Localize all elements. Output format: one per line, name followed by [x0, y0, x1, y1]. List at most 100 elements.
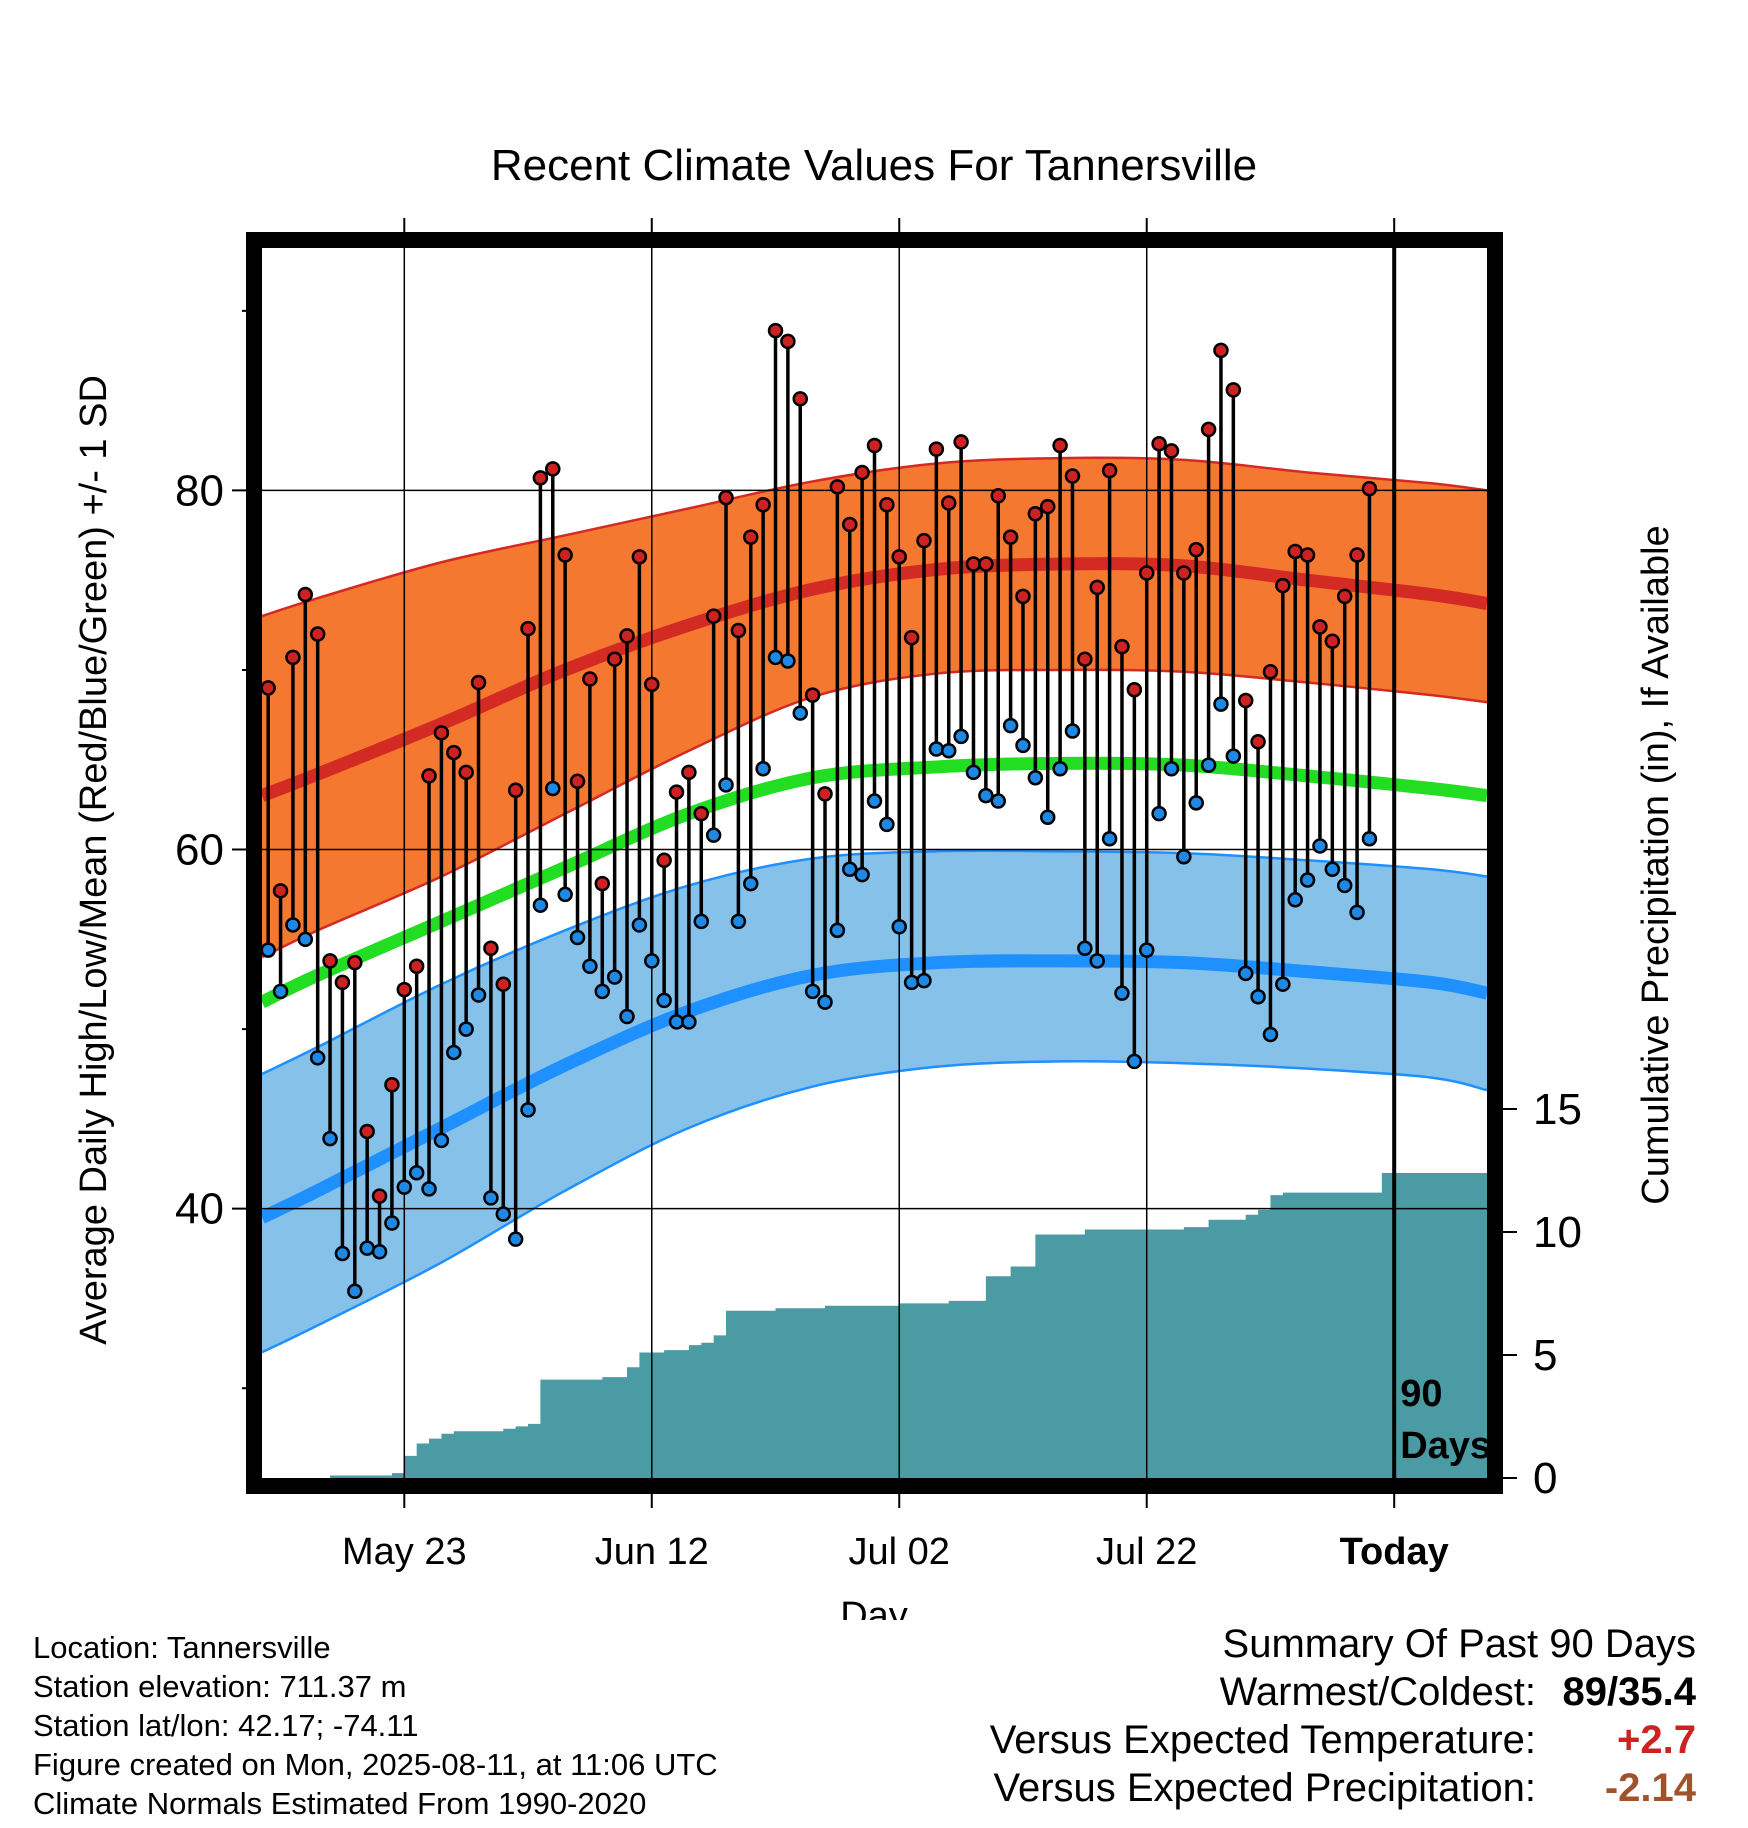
daily-high-point [718, 489, 734, 506]
daily-low-point [631, 917, 648, 933]
daily-low-point [334, 1245, 351, 1262]
daily-low-point [1262, 1026, 1279, 1043]
daily-high-point [1262, 664, 1279, 680]
daily-low-point [705, 827, 722, 843]
plot-layers: 90 Days [262, 248, 1491, 1478]
daily-low-point [532, 897, 549, 913]
daily-low-point [755, 760, 771, 777]
daily-low-point [792, 705, 809, 721]
plot-area: 90 Days [262, 248, 1491, 1478]
daily-low-point [817, 994, 833, 1010]
daily-high-point [532, 470, 549, 486]
daily-high-point [520, 620, 536, 637]
daily-low-point [569, 929, 586, 946]
daily-low-point [1237, 965, 1254, 982]
daily-high-point [483, 940, 499, 957]
daily-low-point [520, 1102, 536, 1118]
daily-high-point [619, 628, 635, 644]
daily-low-point [866, 793, 883, 809]
daily-high-point [1126, 681, 1143, 698]
daily-low-point [347, 1283, 363, 1300]
daily-high-point [656, 852, 672, 869]
daily-low-point [1250, 989, 1266, 1005]
daily-low-point [1077, 940, 1093, 957]
summary-warmest-row: Warmest/Coldest: 89/35.4 [990, 1668, 1696, 1716]
daily-low-point [606, 969, 623, 985]
x-tick-label: Jun 12 [595, 1531, 709, 1573]
daily-low-point [743, 875, 759, 892]
daily-high-point [743, 529, 759, 545]
daily-high-point [384, 1077, 400, 1093]
daily-high-point [582, 671, 598, 687]
daily-low-point [1336, 877, 1353, 894]
y-right-tick-label: 0 [1533, 1454, 1557, 1503]
daily-high-point [879, 497, 895, 513]
climate-chart: Recent Climate Values For Tannersville 9… [73, 141, 1677, 1620]
daily-high-point [594, 875, 611, 892]
y-axis-right-label: Cumulative Precipitation (in), If Availa… [1635, 525, 1677, 1204]
daily-low-point [990, 793, 1006, 809]
daily-high-point [1163, 443, 1180, 459]
daily-high-point [1324, 633, 1341, 649]
daily-high-point [1002, 529, 1019, 545]
precip-departure-value: -2.14 [1604, 1766, 1696, 1810]
daily-low-point [1027, 769, 1044, 786]
daily-low-point [396, 1179, 413, 1195]
daily-low-point [804, 983, 821, 1000]
daily-low-point [297, 931, 314, 948]
daily-high-point [446, 744, 462, 761]
daily-high-point [334, 974, 351, 991]
daily-high-point [1052, 437, 1068, 454]
daily-high-point [1188, 541, 1204, 558]
daily-low-point [594, 983, 611, 1000]
daily-high-point [1349, 547, 1365, 563]
daily-high-point [433, 725, 450, 741]
precip-departure-label: Versus Expected Precipitation: [993, 1766, 1536, 1810]
daily-high-point [285, 649, 301, 666]
daily-low-point [619, 1008, 635, 1025]
daily-high-point [1077, 651, 1093, 667]
x-axis-label: Day [840, 1595, 908, 1620]
y-left-tick-label: 60 [175, 826, 224, 875]
daily-low-point [1039, 809, 1056, 825]
daily-high-point [1176, 565, 1192, 581]
daily-high-point [916, 532, 932, 549]
daily-low-point [1188, 795, 1204, 811]
daily-low-point [1200, 757, 1217, 773]
daily-high-point [854, 464, 870, 481]
daily-high-point [1237, 692, 1254, 709]
daily-high-point [309, 626, 326, 642]
y-right-tick-label: 5 [1533, 1331, 1557, 1380]
daily-high-point [1275, 577, 1291, 594]
daily-low-point [483, 1190, 499, 1206]
x-tick-label: Jul 22 [1096, 1531, 1197, 1573]
plot-frame [246, 232, 1503, 1494]
daily-low-point [1002, 717, 1019, 734]
daily-high-point [953, 434, 969, 450]
daily-low-point [408, 1164, 425, 1181]
daily-high-point [730, 622, 747, 639]
summary-title-text: Summary Of Past 90 Days [1222, 1622, 1696, 1666]
today-marker-label-days-count: 90 [1400, 1373, 1442, 1415]
daily-low-point [644, 953, 660, 969]
daily-low-point [780, 653, 796, 669]
daily-high-point [903, 629, 920, 646]
daily-high-point [767, 322, 784, 339]
daily-high-point [1312, 619, 1328, 635]
today-marker-label-days-word: Days [1400, 1425, 1491, 1467]
daily-low-point [309, 1050, 326, 1066]
daily-high-point [458, 764, 474, 781]
daily-high-point [1287, 543, 1303, 560]
high-sd-band [262, 457, 1487, 958]
daily-low-point [854, 866, 870, 883]
chart-title: Recent Climate Values For Tannersville [491, 141, 1257, 190]
daily-high-point [1151, 435, 1167, 452]
y-axis-left-label: Average Daily High/Low/Mean (Red/Blue/Gr… [73, 375, 115, 1345]
daily-high-point [990, 488, 1006, 504]
low-sd-band [262, 850, 1487, 1353]
y-left-tick-label: 80 [175, 466, 224, 515]
daily-high-point [1250, 734, 1266, 750]
daily-high-point [817, 786, 833, 802]
axes: May 23 Jun 12 Jul 02 Jul 22 Today 40 60 80 0 5 10 1… [175, 218, 1582, 1573]
summary-title: Summary Of Past 90 Days [990, 1620, 1696, 1668]
